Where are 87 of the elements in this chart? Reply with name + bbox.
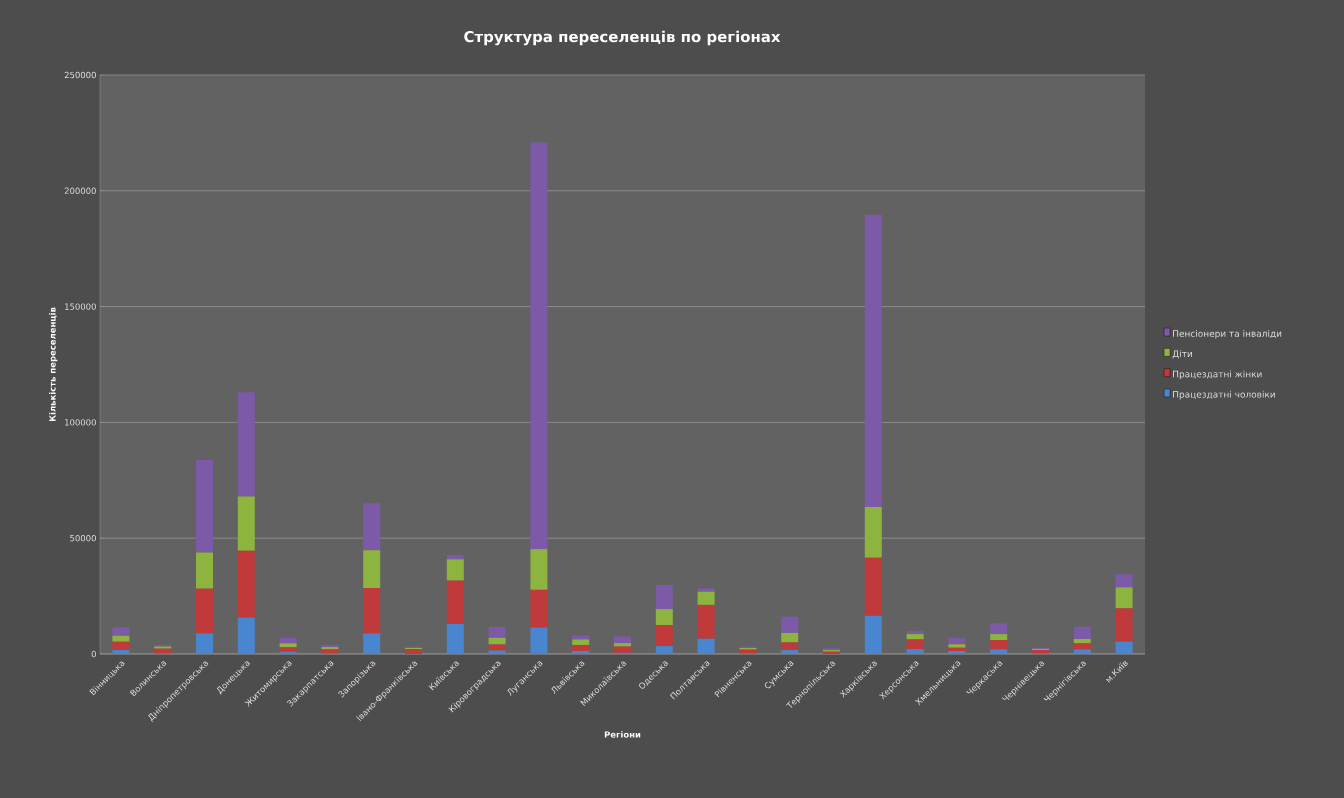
bar (655, 646, 673, 654)
y-tick-label: 50000 (70, 535, 96, 542)
y-tick-label: 0 (91, 650, 96, 658)
bar (1115, 587, 1133, 609)
x-axis-title: Регіони (604, 731, 641, 738)
bar (990, 634, 1008, 641)
bar (781, 642, 799, 651)
bar (781, 616, 799, 633)
bar (237, 617, 255, 654)
bar (906, 649, 924, 654)
bar (697, 638, 715, 654)
bar (572, 635, 590, 640)
bar (1115, 574, 1133, 588)
bar (697, 604, 715, 639)
y-axis-title: Кількість переселенців (49, 307, 58, 422)
bar (279, 643, 297, 648)
bar (864, 214, 882, 507)
bar (1073, 638, 1091, 644)
bar (530, 549, 548, 590)
bar (864, 506, 882, 558)
bar (279, 647, 297, 652)
bar (488, 644, 506, 651)
bar (112, 650, 130, 654)
bar (488, 626, 506, 638)
bar (405, 649, 422, 654)
bar (655, 625, 673, 647)
bar (1073, 626, 1091, 639)
bar (906, 631, 924, 635)
bar (446, 623, 464, 654)
bar (697, 588, 715, 592)
bar (1073, 649, 1091, 654)
bar (530, 627, 548, 654)
bar (781, 632, 799, 643)
bar (614, 646, 631, 653)
bar (655, 609, 673, 626)
y-tick-label: 250000 (64, 71, 96, 79)
bar (196, 459, 213, 553)
bar (363, 503, 381, 551)
bar (363, 633, 381, 654)
bar (739, 649, 757, 654)
bar (363, 550, 381, 588)
bar (655, 584, 673, 610)
y-tick-label: 150000 (65, 303, 96, 310)
bar (572, 644, 590, 651)
y-tick-label: 100000 (65, 419, 96, 426)
bar (781, 650, 799, 654)
bar (530, 142, 548, 550)
bar (906, 634, 924, 640)
bar (112, 627, 130, 636)
chart-title: Структура переселенців по регіонах (464, 30, 781, 46)
bar (154, 648, 172, 654)
bar (1115, 641, 1133, 654)
bar (1073, 643, 1091, 650)
bar (572, 650, 590, 654)
bar (990, 640, 1008, 650)
bar (864, 557, 882, 616)
bar (530, 589, 548, 628)
bar (446, 559, 464, 581)
bar (321, 649, 339, 654)
bar (948, 638, 966, 645)
bar (488, 637, 506, 645)
bar (572, 639, 590, 645)
legend-label: Пенсіонери та інваліди (1173, 329, 1282, 339)
bar (697, 591, 715, 605)
bar (614, 643, 631, 647)
bar (112, 635, 130, 642)
legend-label: Діти (1172, 350, 1192, 359)
bar (237, 550, 255, 618)
bar (363, 587, 381, 634)
bar (614, 636, 631, 644)
bar (196, 588, 213, 634)
bar (237, 392, 255, 497)
bar (990, 649, 1008, 654)
y-tick-label: 200000 (64, 187, 96, 194)
bar (112, 641, 130, 651)
bar (906, 639, 924, 650)
bar (446, 554, 464, 560)
bar (196, 633, 213, 654)
bar (237, 496, 255, 551)
bar (1115, 608, 1133, 642)
legend-label: Працездатні чоловіки (1173, 390, 1275, 400)
bar (990, 623, 1008, 635)
bar (864, 615, 882, 654)
bar (279, 637, 297, 644)
bar (196, 552, 213, 589)
legend-label: Працездатні жінки (1173, 370, 1262, 380)
bar (446, 580, 464, 624)
